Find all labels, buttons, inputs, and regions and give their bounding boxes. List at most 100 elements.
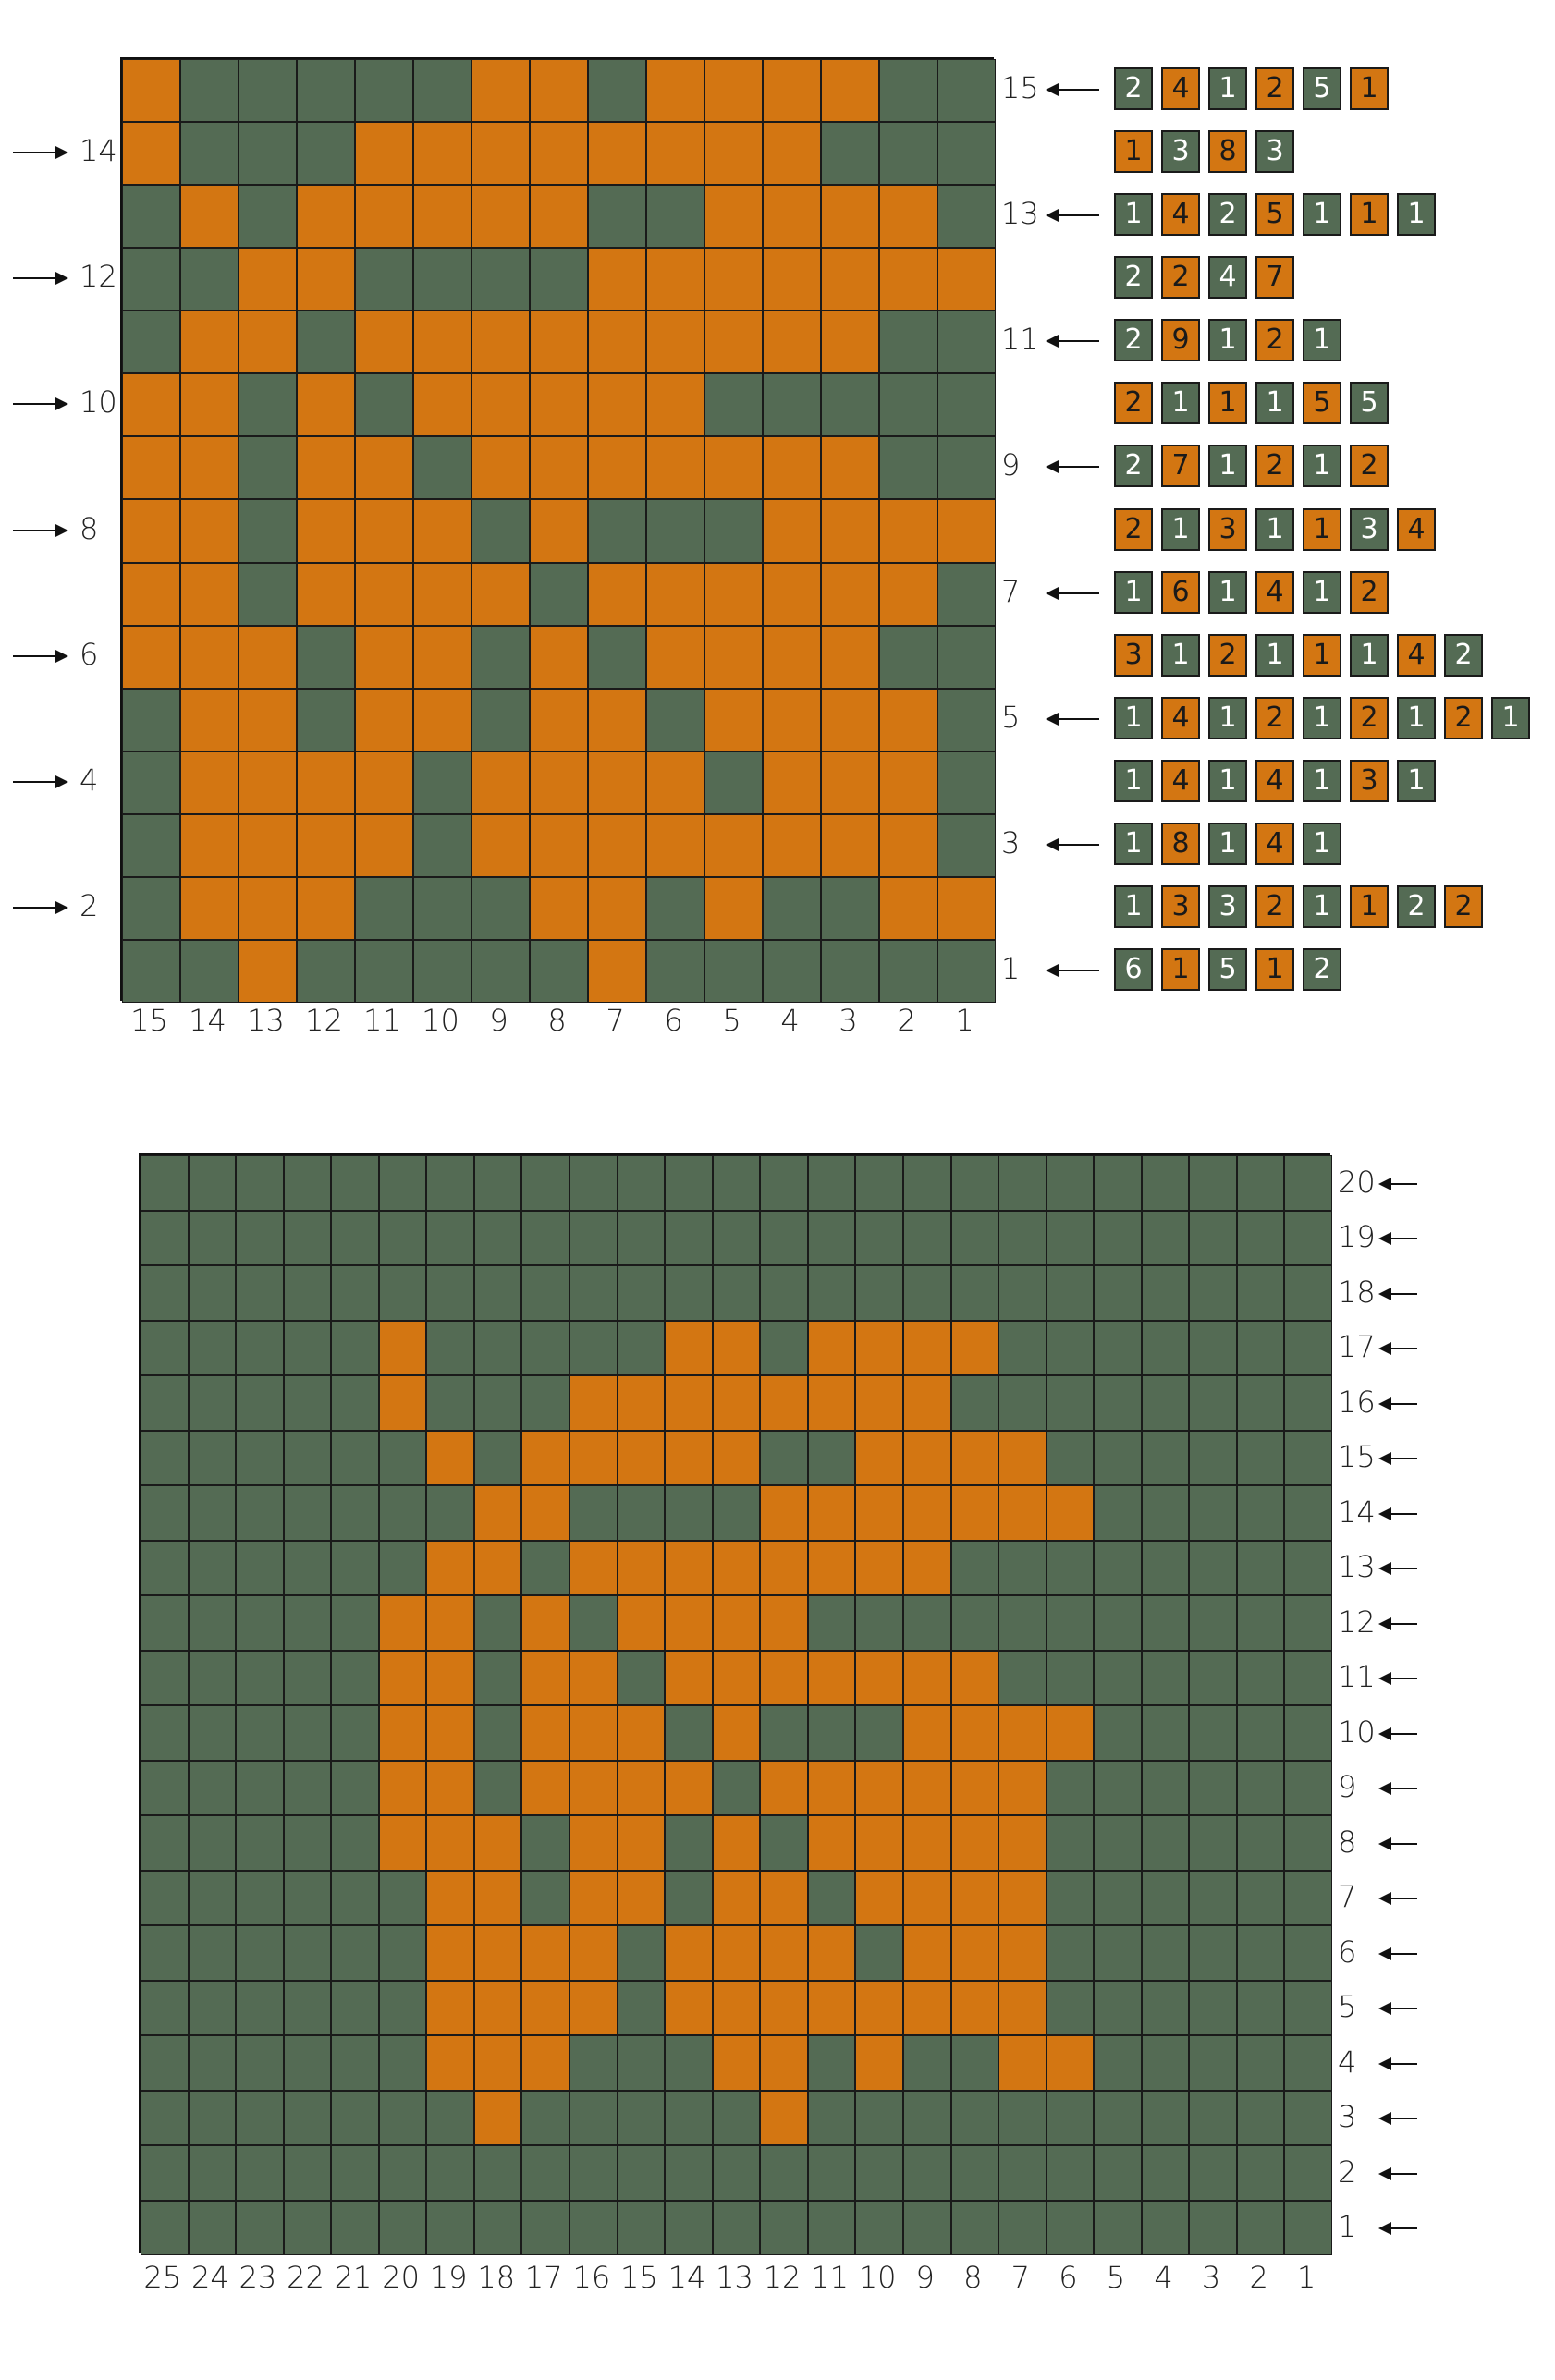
grid-cell xyxy=(188,1650,237,1705)
grid-cell xyxy=(879,876,937,940)
grid-cell xyxy=(1046,2145,1095,2201)
grid-cell xyxy=(521,2200,570,2255)
grid-cell xyxy=(426,2035,474,2091)
grid-cell xyxy=(378,1980,427,2035)
grid-cell xyxy=(355,562,413,626)
grid-cell xyxy=(569,1210,618,1265)
grid-cell xyxy=(646,751,704,814)
grid-cell xyxy=(331,1155,379,1211)
count-box: 4 xyxy=(1255,822,1294,865)
grid-cell xyxy=(712,1705,761,1761)
count-box: 1 xyxy=(1208,696,1247,739)
grid-cell xyxy=(760,2090,808,2145)
grid-cell xyxy=(236,2200,284,2255)
row-number: 13 xyxy=(1338,1549,1376,1585)
row-number: 7 xyxy=(1338,1879,1357,1915)
grid-cell xyxy=(413,311,471,374)
row-number: 12 xyxy=(80,259,117,295)
grid-cell xyxy=(473,1595,522,1651)
grid-cell xyxy=(1141,1375,1190,1431)
grid-cell xyxy=(588,562,646,626)
grid-cell xyxy=(569,2200,618,2255)
grid-cell xyxy=(1094,1705,1142,1761)
grid-cell xyxy=(763,876,821,940)
grid-cell xyxy=(521,1705,570,1761)
grid-cell xyxy=(937,311,996,374)
grid-cell xyxy=(413,248,471,311)
column-number: 15 xyxy=(620,2260,658,2295)
count-box: 4 xyxy=(1397,507,1436,551)
count-box: 5 xyxy=(1303,382,1341,425)
count-box: 5 xyxy=(1255,193,1294,237)
grid-cell xyxy=(1046,1375,1095,1431)
grid-cell xyxy=(665,1705,713,1761)
grid-cell xyxy=(998,2035,1047,2091)
column-number: 10 xyxy=(858,2260,897,2295)
grid-cell xyxy=(239,185,297,249)
row-number: 4 xyxy=(1338,2044,1357,2080)
grid-cell xyxy=(950,1265,999,1321)
grid-cell xyxy=(950,1705,999,1761)
count-box: 2 xyxy=(1350,570,1389,614)
grid-cell xyxy=(1141,1595,1190,1651)
grid-cell xyxy=(471,122,530,186)
grid-cell xyxy=(1046,1760,1095,1815)
grid-cell xyxy=(617,1265,666,1321)
column-number: 17 xyxy=(524,2260,563,2295)
row-number: 3 xyxy=(1338,2099,1357,2135)
grid-cell xyxy=(236,2035,284,2091)
row-number: 7 xyxy=(1001,573,1021,609)
grid-cell xyxy=(937,562,996,626)
grid-cell xyxy=(1094,1650,1142,1705)
column-number: 16 xyxy=(572,2260,611,2295)
grid-cell xyxy=(530,311,588,374)
grid-cell xyxy=(937,876,996,940)
grid-cell xyxy=(297,185,355,249)
grid-cell xyxy=(1284,1760,1332,1815)
grid-cell xyxy=(413,436,471,500)
grid-cell xyxy=(879,436,937,500)
grid-cell xyxy=(180,562,239,626)
grid-cell xyxy=(569,1485,618,1541)
count-box: 1 xyxy=(1208,570,1247,614)
grid-cell xyxy=(617,2145,666,2201)
grid-cell xyxy=(855,1265,903,1321)
grid-cell xyxy=(1189,1870,1237,1925)
grid-cell xyxy=(704,876,763,940)
grid-cell xyxy=(521,1650,570,1705)
grid-cell xyxy=(1094,2090,1142,2145)
grid-cell xyxy=(331,1980,379,2035)
row-number: 9 xyxy=(1338,1769,1357,1805)
grid-cell xyxy=(141,1485,189,1541)
grid-cell xyxy=(821,311,879,374)
row-number: 20 xyxy=(1338,1164,1376,1200)
arrow-left-icon xyxy=(1378,2057,1417,2070)
grid-cell xyxy=(760,1760,808,1815)
count-box: 4 xyxy=(1161,696,1200,739)
grid-cell xyxy=(760,1155,808,1211)
grid-cell xyxy=(712,1155,761,1211)
grid-cell xyxy=(1284,2145,1332,2201)
grid-cell xyxy=(283,1210,332,1265)
count-box: 2 xyxy=(1255,67,1294,111)
grid-cell xyxy=(473,1870,522,1925)
grid-cell xyxy=(1284,1815,1332,1871)
grid-cell xyxy=(378,1650,427,1705)
grid-cell xyxy=(950,1815,999,1871)
grid-cell xyxy=(473,1980,522,2035)
grid-cell xyxy=(297,751,355,814)
grid-cell xyxy=(521,1980,570,2035)
grid-cell xyxy=(1236,1485,1285,1541)
grid-cell xyxy=(331,2035,379,2091)
grid-cell xyxy=(378,1815,427,1871)
grid-cell xyxy=(950,1980,999,2035)
grid-cell xyxy=(283,1870,332,1925)
count-box: 3 xyxy=(1255,130,1294,174)
grid-cell xyxy=(569,2035,618,2091)
grid-cell xyxy=(821,688,879,751)
grid-cell xyxy=(704,562,763,626)
arrow-left-icon xyxy=(1378,1452,1417,1466)
grid-cell xyxy=(530,59,588,123)
count-box: 3 xyxy=(1161,130,1200,174)
count-box: 2 xyxy=(1114,382,1153,425)
